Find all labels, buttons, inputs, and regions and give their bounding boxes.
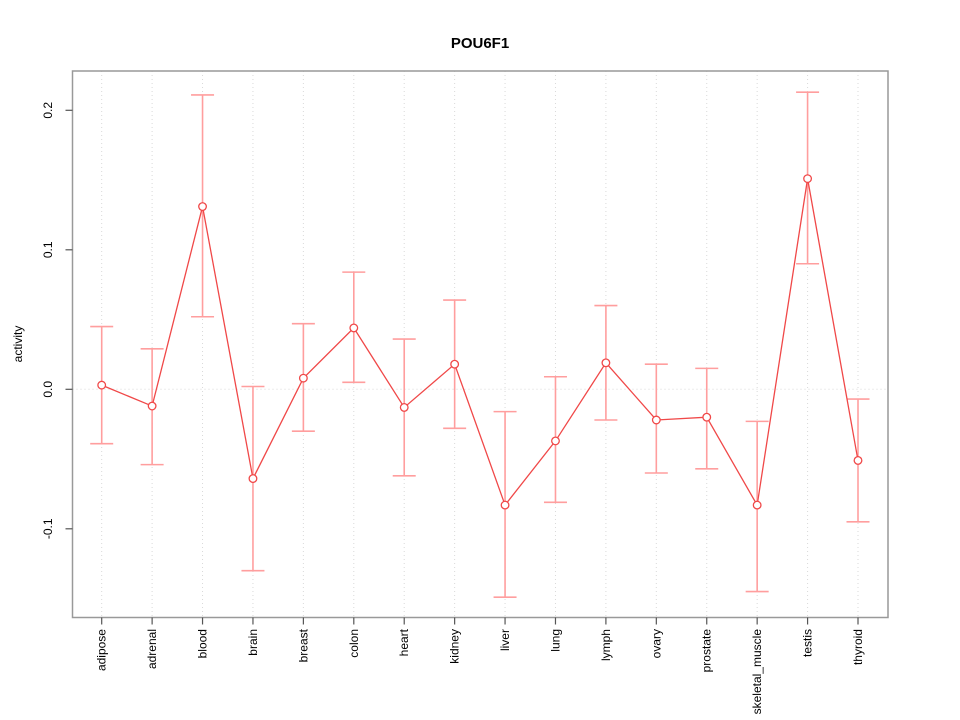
x-tick-label-brain: brain (246, 629, 260, 656)
y-tick-label: 0.0 (41, 381, 55, 398)
data-point-prostate (702, 412, 712, 422)
x-tick-label-ovary: ovary (649, 629, 663, 658)
data-point-thyroid (853, 455, 863, 465)
data-point-breast (298, 373, 308, 383)
data-point-ovary (651, 415, 661, 425)
data-point-adipose (97, 380, 107, 390)
y-tick-label: 0.2 (41, 102, 55, 119)
series-line (101, 178, 859, 508)
x-tick-label-breast: breast (296, 628, 310, 662)
data-point-brain (248, 474, 258, 484)
x-tick-label-kidney: kidney (448, 629, 462, 664)
x-tick-label-colon: colon (347, 629, 361, 658)
y-tick-label: 0.1 (41, 241, 55, 258)
y-axis-title: activity (11, 326, 25, 363)
data-layer (90, 91, 870, 598)
data-point-liver (500, 500, 510, 510)
x-tick-label-adrenal: adrenal (145, 629, 159, 669)
x-tick-label-blood: blood (196, 629, 210, 658)
data-point-lung (551, 436, 560, 446)
x-tick-label-prostate: prostate (700, 629, 714, 673)
data-point-kidney (450, 359, 460, 369)
chart-title: POU6F1 (451, 35, 509, 52)
x-tick-label-thyroid: thyroid (851, 629, 865, 665)
data-point-adrenal (147, 401, 157, 411)
data-point-testis (803, 174, 813, 184)
x-tick-label-lung: lung (548, 629, 562, 652)
x-tick-label-heart: heart (397, 628, 411, 656)
data-point-lymph (601, 358, 611, 368)
x-tick-label-adipose: adipose (95, 629, 109, 671)
data-point-blood (198, 202, 207, 212)
x-tick-label-testis: testis (801, 629, 815, 657)
data-point-heart (399, 402, 409, 412)
data-point-colon (349, 323, 359, 333)
axis-layer: -0.1 0.0 0.1 0.2 adipose adrenal blood brain bre… (41, 70, 889, 715)
x-tick-label-skeletal_muscle: skeletal_muscle (750, 629, 764, 715)
data-point-skeletal_muscle (752, 500, 762, 510)
plot-box (71, 70, 889, 619)
y-tick-label: -0.1 (41, 518, 55, 539)
x-tick-label-liver: liver (498, 629, 512, 651)
x-tick-label-lymph: lymph (599, 629, 613, 661)
grid-layer (72, 71, 888, 618)
